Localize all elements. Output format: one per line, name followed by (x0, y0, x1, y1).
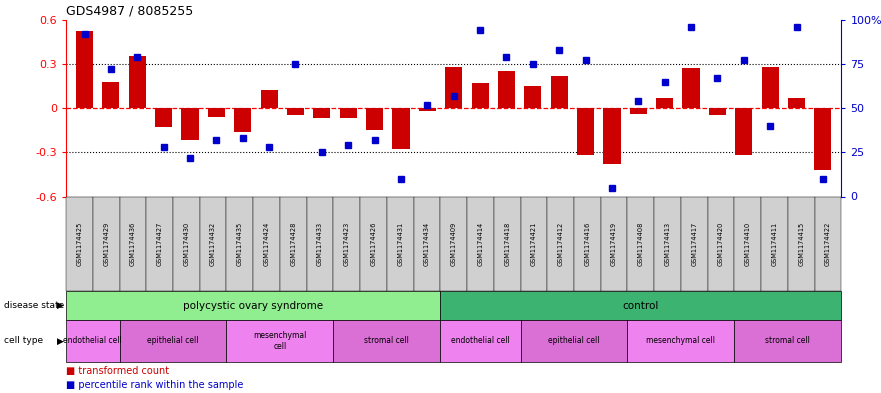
Text: GSM1174414: GSM1174414 (478, 222, 484, 266)
Bar (603, 108, 620, 164)
Bar (471, 83, 489, 108)
Text: endothelial cell: endothelial cell (451, 336, 510, 345)
Text: GDS4987 / 8085255: GDS4987 / 8085255 (66, 4, 193, 17)
Text: GSM1174422: GSM1174422 (825, 222, 831, 266)
Text: GSM1174431: GSM1174431 (397, 222, 403, 266)
Text: GSM1174421: GSM1174421 (531, 222, 537, 266)
Text: ■ transformed count: ■ transformed count (66, 366, 169, 376)
Text: mesenchymal cell: mesenchymal cell (647, 336, 715, 345)
Text: GSM1174413: GSM1174413 (664, 222, 670, 266)
Text: GSM1174423: GSM1174423 (344, 222, 350, 266)
Text: ▶: ▶ (56, 301, 63, 310)
Text: cell type: cell type (4, 336, 43, 345)
Bar (445, 67, 463, 108)
Bar (418, 108, 436, 111)
Text: GSM1174416: GSM1174416 (584, 222, 590, 266)
Text: GSM1174425: GSM1174425 (77, 222, 83, 266)
Bar (181, 108, 198, 141)
Bar (577, 108, 594, 155)
Text: GSM1174433: GSM1174433 (317, 222, 323, 266)
Bar (129, 57, 146, 108)
Text: GSM1174408: GSM1174408 (638, 222, 644, 266)
Text: stromal cell: stromal cell (766, 336, 811, 345)
Text: GSM1174415: GSM1174415 (798, 222, 804, 266)
Text: GSM1174419: GSM1174419 (611, 222, 617, 266)
Text: GSM1174409: GSM1174409 (451, 222, 456, 266)
Text: GSM1174420: GSM1174420 (718, 222, 724, 266)
Text: GSM1174435: GSM1174435 (237, 222, 243, 266)
Bar (656, 98, 673, 108)
Bar (683, 68, 700, 108)
Bar (234, 108, 251, 132)
Text: epithelial cell: epithelial cell (548, 336, 600, 345)
Bar (630, 108, 647, 114)
Text: GSM1174432: GSM1174432 (210, 222, 216, 266)
Text: GSM1174428: GSM1174428 (291, 222, 296, 266)
Text: mesenchymal
cell: mesenchymal cell (253, 331, 307, 351)
Text: ■ percentile rank within the sample: ■ percentile rank within the sample (66, 380, 243, 390)
Text: GSM1174417: GSM1174417 (692, 222, 698, 266)
Bar (102, 82, 120, 108)
Bar (709, 108, 726, 116)
Bar (392, 108, 410, 149)
Text: epithelial cell: epithelial cell (147, 336, 199, 345)
Text: GSM1174418: GSM1174418 (504, 222, 510, 266)
Bar (76, 31, 93, 108)
Bar (761, 67, 779, 108)
Text: control: control (623, 301, 659, 310)
Bar (814, 108, 832, 170)
Bar (287, 108, 304, 116)
Bar (524, 86, 542, 108)
Bar (314, 108, 330, 118)
Text: GSM1174430: GSM1174430 (183, 222, 189, 266)
Text: GSM1174426: GSM1174426 (371, 222, 376, 266)
Text: endothelial cell: endothelial cell (63, 336, 122, 345)
Bar (788, 98, 805, 108)
Text: GSM1174424: GSM1174424 (263, 222, 270, 266)
Text: GSM1174411: GSM1174411 (772, 222, 778, 266)
Text: GSM1174427: GSM1174427 (157, 222, 163, 266)
Bar (261, 90, 278, 108)
Text: GSM1174410: GSM1174410 (744, 222, 751, 266)
Bar (208, 108, 225, 117)
Bar (155, 108, 172, 127)
Bar (498, 71, 515, 108)
Text: ▶: ▶ (56, 336, 63, 345)
Text: stromal cell: stromal cell (365, 336, 410, 345)
Bar (366, 108, 383, 130)
Bar (340, 108, 357, 118)
Bar (551, 75, 567, 108)
Text: GSM1174436: GSM1174436 (130, 222, 136, 266)
Bar (736, 108, 752, 155)
Text: polycystic ovary syndrome: polycystic ovary syndrome (183, 301, 323, 310)
Text: disease state: disease state (4, 301, 64, 310)
Text: GSM1174429: GSM1174429 (103, 222, 109, 266)
Text: GSM1174434: GSM1174434 (424, 222, 430, 266)
Text: GSM1174412: GSM1174412 (558, 222, 564, 266)
